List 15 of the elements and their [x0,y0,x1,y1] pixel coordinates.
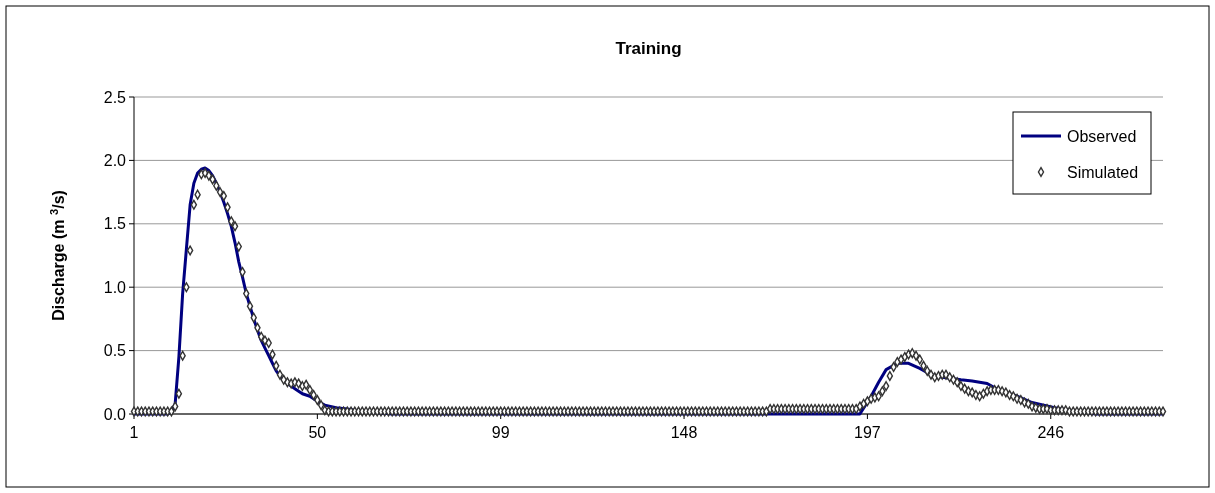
y-tick-label: 0.5 [103,342,127,360]
y-tick-label: 2.5 [103,88,127,106]
y-tick-label: 1.5 [103,215,127,233]
legend-label: Observed [1067,127,1137,145]
y-tick-label: 2.0 [103,152,127,169]
y-tick-label: 1.0 [103,278,127,296]
legend-label: Simulated [1067,163,1139,181]
x-tick-label: 1 [129,424,139,441]
y-tick-label: 0.0 [103,405,127,423]
x-tick-label: 197 [854,424,881,441]
x-tick-label: 99 [491,424,510,441]
x-tick-label: 246 [1037,424,1065,441]
x-tick-label: 148 [670,424,698,441]
chart-title: Training [615,39,682,58]
x-tick-label: 50 [308,424,327,441]
